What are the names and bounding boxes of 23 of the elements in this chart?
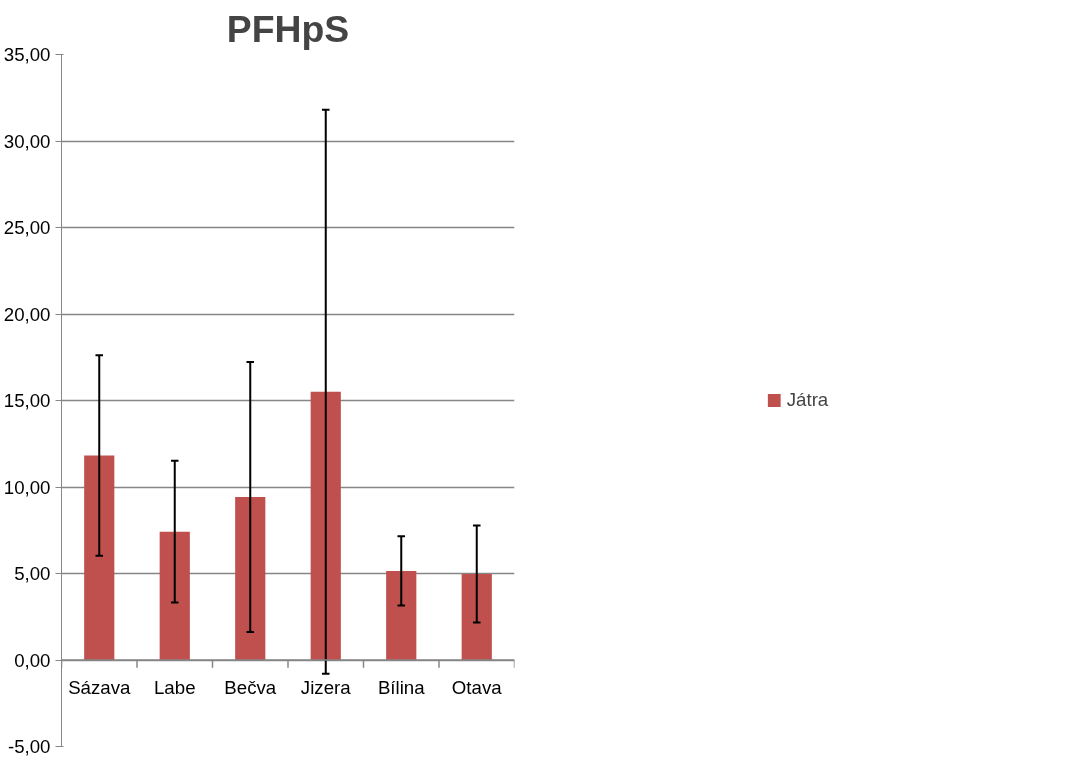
y-tick-label: 20,00 — [3, 303, 51, 325]
y-tick-label: 35,00 — [3, 44, 51, 65]
legend-label: Játra — [786, 389, 829, 411]
bar — [84, 455, 115, 660]
chart-title: PFHpS — [226, 7, 350, 50]
y-tick-label: 25,00 — [3, 217, 51, 238]
y-tick-label: 0,00 — [14, 649, 51, 671]
x-tick-label: Otava — [451, 677, 503, 699]
x-tick-label: Labe — [154, 677, 196, 699]
x-tick-label: Sázava — [68, 677, 131, 699]
bar — [235, 497, 266, 660]
bar — [386, 570, 417, 660]
bar — [310, 391, 341, 660]
bar — [461, 574, 492, 660]
y-tick-label: 10,00 — [3, 476, 51, 498]
x-tick-label: Bečva — [224, 677, 277, 699]
x-tick-label: Bílina — [377, 677, 426, 699]
y-tick-label: 15,00 — [3, 390, 51, 411]
x-tick-label: Jizera — [300, 677, 352, 699]
y-tick-label: -5,00 — [7, 736, 51, 757]
y-tick-label: 30,00 — [3, 130, 51, 152]
y-tick-label: 5,00 — [14, 563, 51, 584]
bar — [159, 531, 190, 660]
